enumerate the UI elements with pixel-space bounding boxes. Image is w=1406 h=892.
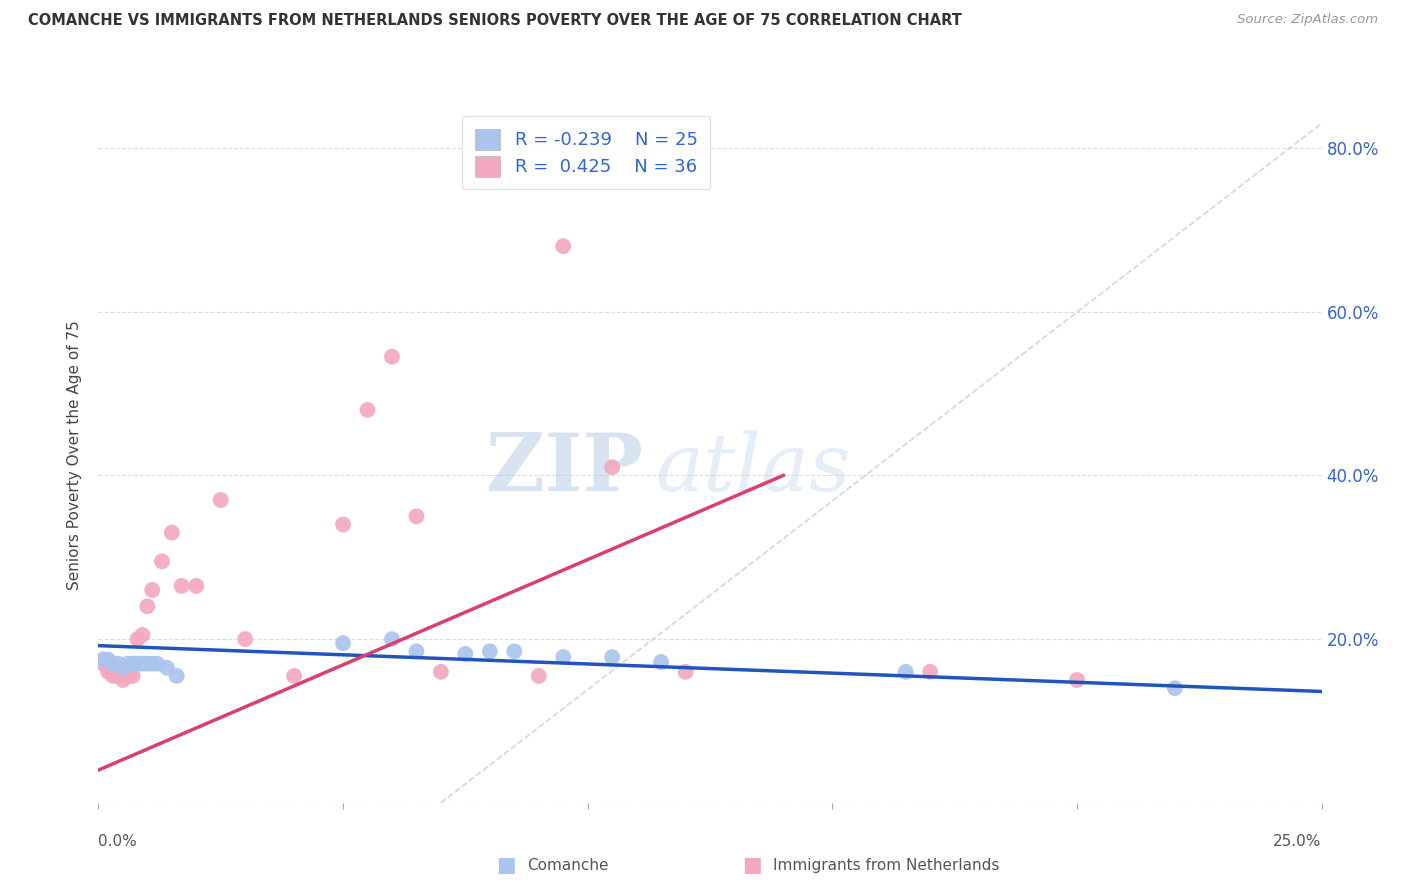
Point bbox=[332, 636, 354, 650]
Point bbox=[1164, 681, 1187, 696]
Point bbox=[650, 655, 672, 669]
Text: ZIP: ZIP bbox=[485, 430, 643, 508]
Point bbox=[111, 661, 134, 675]
Point bbox=[283, 669, 305, 683]
Point bbox=[107, 661, 129, 675]
Point bbox=[553, 650, 575, 665]
Point bbox=[209, 492, 232, 507]
Point bbox=[600, 460, 623, 475]
Point bbox=[111, 665, 134, 679]
Y-axis label: Seniors Poverty Over the Age of 75: Seniors Poverty Over the Age of 75 bbox=[67, 320, 83, 590]
Point bbox=[117, 661, 139, 675]
Text: Immigrants from Netherlands: Immigrants from Netherlands bbox=[773, 858, 1000, 872]
Point bbox=[233, 632, 256, 646]
Point bbox=[91, 652, 114, 666]
Point bbox=[97, 665, 120, 679]
Point bbox=[121, 657, 143, 671]
Point bbox=[675, 665, 697, 679]
Point bbox=[381, 632, 404, 646]
Point bbox=[146, 657, 169, 671]
Point bbox=[117, 657, 139, 671]
Point bbox=[160, 525, 183, 540]
Point bbox=[127, 632, 149, 646]
Point bbox=[107, 657, 129, 671]
Point bbox=[91, 652, 114, 666]
Point bbox=[107, 669, 129, 683]
Point bbox=[121, 661, 143, 675]
Point bbox=[503, 644, 526, 658]
Point bbox=[1066, 673, 1088, 687]
Point bbox=[166, 669, 188, 683]
Point bbox=[91, 657, 114, 671]
Text: COMANCHE VS IMMIGRANTS FROM NETHERLANDS SENIORS POVERTY OVER THE AGE OF 75 CORRE: COMANCHE VS IMMIGRANTS FROM NETHERLANDS … bbox=[28, 13, 962, 29]
Point bbox=[600, 650, 623, 665]
Legend: R = -0.239    N = 25, R =  0.425    N = 36: R = -0.239 N = 25, R = 0.425 N = 36 bbox=[463, 116, 710, 189]
Point bbox=[170, 579, 193, 593]
Point bbox=[332, 517, 354, 532]
Text: ■: ■ bbox=[496, 855, 516, 875]
Point bbox=[111, 673, 134, 687]
Point bbox=[920, 665, 942, 679]
Point bbox=[141, 582, 163, 597]
Point bbox=[454, 647, 477, 661]
Point bbox=[117, 669, 139, 683]
Point bbox=[136, 657, 159, 671]
Point bbox=[101, 669, 124, 683]
Point bbox=[478, 644, 501, 658]
Point bbox=[97, 661, 120, 675]
Point bbox=[405, 509, 427, 524]
Point bbox=[381, 350, 404, 364]
Point bbox=[150, 554, 173, 568]
Point bbox=[101, 661, 124, 675]
Point bbox=[156, 661, 179, 675]
Point bbox=[405, 644, 427, 658]
Text: 25.0%: 25.0% bbox=[1274, 834, 1322, 849]
Point bbox=[186, 579, 208, 593]
Point bbox=[131, 657, 153, 671]
Point bbox=[121, 669, 143, 683]
Text: atlas: atlas bbox=[655, 430, 851, 508]
Point bbox=[356, 403, 378, 417]
Point bbox=[894, 665, 917, 679]
Text: Source: ZipAtlas.com: Source: ZipAtlas.com bbox=[1237, 13, 1378, 27]
Point bbox=[430, 665, 453, 679]
Point bbox=[131, 628, 153, 642]
Text: 0.0%: 0.0% bbox=[98, 834, 138, 849]
Point bbox=[97, 652, 120, 666]
Point bbox=[141, 657, 163, 671]
Point bbox=[136, 599, 159, 614]
Point bbox=[527, 669, 550, 683]
Text: Comanche: Comanche bbox=[527, 858, 609, 872]
Text: ■: ■ bbox=[742, 855, 762, 875]
Point bbox=[553, 239, 575, 253]
Point bbox=[127, 657, 149, 671]
Point bbox=[101, 657, 124, 671]
